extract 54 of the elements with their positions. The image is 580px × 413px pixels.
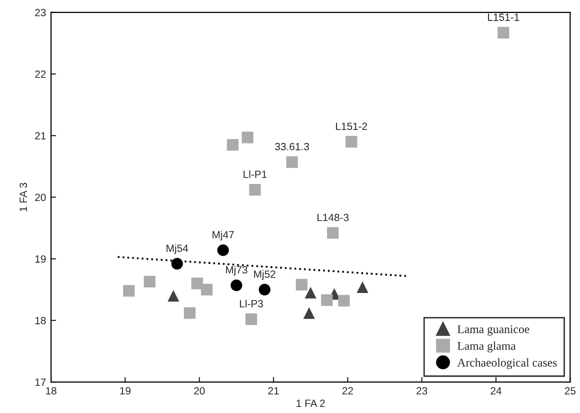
point (230, 279, 242, 292)
point (296, 278, 308, 290)
point (346, 136, 358, 148)
point (249, 184, 261, 196)
annotation: L151-1 (488, 14, 520, 21)
point (286, 156, 298, 168)
x-tick-label: 21 (268, 387, 279, 394)
y-tick-label: 18 (35, 316, 46, 324)
point (498, 26, 510, 39)
point (258, 284, 270, 296)
y-tick-label: 21 (35, 132, 46, 140)
annotation: Mj52 (254, 270, 276, 280)
x-tick-label: 24 (490, 387, 502, 394)
annotation: Ll-P1 (244, 170, 267, 178)
x-tick-label: 19 (120, 387, 130, 395)
point (226, 139, 239, 151)
y-tick-label: 20 (35, 194, 46, 202)
y-tick-label: 23 (35, 8, 46, 16)
point (168, 290, 180, 302)
point (144, 276, 156, 288)
annotation: Ll-P3 (240, 300, 263, 308)
x-tick-label: 23 (416, 387, 428, 395)
x-tick-label: 18 (46, 387, 56, 395)
point (304, 286, 316, 299)
point (321, 294, 333, 306)
x-tick-label: 25 (564, 387, 576, 395)
point (303, 307, 315, 319)
point (245, 313, 258, 325)
legend-label: Lama glama (458, 342, 516, 352)
legend-label: Lama guanicoe (458, 325, 530, 336)
x-tick-label: 22 (342, 387, 353, 394)
point (191, 278, 203, 290)
y-tick-label: 17 (35, 378, 46, 386)
point (123, 285, 135, 297)
point (171, 258, 183, 270)
annotation: Mj47 (212, 230, 234, 240)
legend-label: Archaeological cases (457, 358, 557, 370)
annotation: Mj54 (166, 244, 188, 254)
annotation: 33.61.3 (275, 142, 309, 150)
point (217, 244, 229, 256)
point (200, 284, 213, 296)
point (338, 294, 350, 307)
point (356, 281, 368, 293)
x-tick-label: 20 (194, 387, 205, 395)
x-axis-title: 1 FA 2 (296, 400, 325, 407)
annotation: L148-3 (317, 214, 349, 222)
y-tick-label: 19 (35, 255, 46, 263)
y-axis-title: 1 FA 3 (20, 182, 27, 212)
annotation: Mj73 (226, 266, 248, 276)
point (327, 227, 339, 239)
point (184, 307, 196, 319)
y-tick-label: 22 (35, 70, 46, 78)
point (242, 132, 254, 144)
annotation: L151-2 (336, 122, 368, 130)
